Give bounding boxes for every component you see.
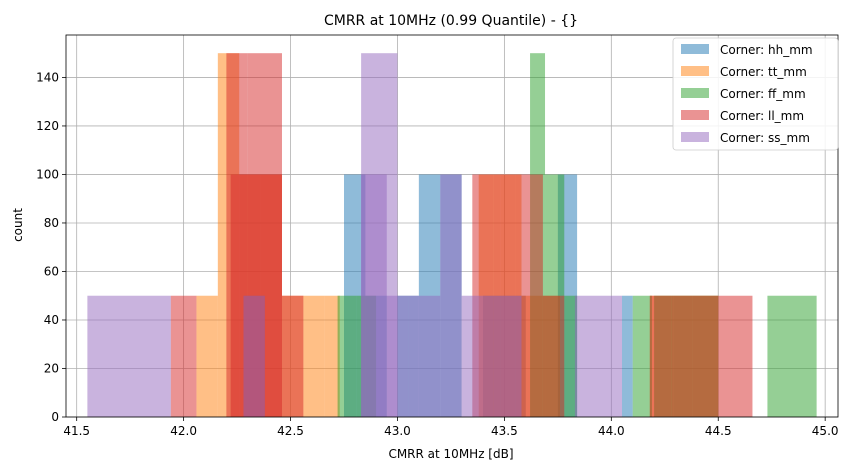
histogram-bar (632, 295, 652, 417)
x-tick-label: 45.0 (812, 424, 839, 438)
histogram-bar (337, 295, 357, 417)
y-tick-label: 100 (36, 167, 59, 181)
histogram-bar (324, 295, 340, 417)
y-tick-label: 80 (44, 216, 59, 230)
histogram-bar (408, 295, 441, 417)
y-tick-label: 140 (36, 70, 59, 84)
chart-title: CMRR at 10MHz (0.99 Quantile) - {} (324, 13, 578, 29)
histogram-bar (718, 295, 753, 417)
legend-label: Corner: hh_mm (720, 43, 813, 57)
x-tick-label: 44.5 (705, 424, 732, 438)
y-axis-label: count (11, 208, 25, 242)
histogram-bar (87, 295, 171, 417)
legend-box (672, 37, 839, 151)
histogram-bar (649, 295, 672, 417)
histogram-bar (564, 295, 578, 417)
legend-entry: Corner: ll_mm (681, 109, 804, 123)
legend-entry: Corner: tt_mm (681, 65, 807, 79)
y-tick-label: 40 (44, 313, 59, 327)
x-tick-label: 42.5 (277, 424, 304, 438)
legend-entry: Corner: ff_mm (681, 87, 806, 101)
histogram-bars (87, 53, 817, 417)
histogram-bar (440, 174, 462, 417)
histogram-bar (196, 295, 218, 417)
histogram-bar (542, 295, 565, 417)
histogram-bar (493, 295, 522, 417)
plot-frame (65, 34, 839, 418)
x-tick-label: 42.0 (170, 424, 197, 438)
histogram-bar (281, 295, 304, 417)
histogram-bar (671, 295, 693, 417)
histogram-bar (692, 295, 719, 417)
histogram-bar (574, 295, 623, 417)
x-axis-ticks: 41.5 42.0 42.5 43.0 43.5 44.0 44.5 45.0 (63, 417, 839, 438)
y-tick-label: 0 (51, 410, 59, 424)
y-tick-label: 20 (44, 361, 59, 375)
legend-swatch (681, 132, 709, 142)
x-tick-label: 43.0 (384, 424, 411, 438)
legend-label: Corner: ff_mm (720, 87, 806, 101)
x-tick-label: 44.0 (598, 424, 625, 438)
x-axis-label: CMRR at 10MHz [dB] (388, 447, 513, 461)
histogram-bar (461, 295, 494, 417)
legend-label: Corner: ll_mm (720, 109, 804, 123)
histogram-bar (386, 295, 409, 417)
histogram-bar (170, 295, 197, 417)
legend-swatch (681, 88, 709, 98)
x-tick-label: 41.5 (63, 424, 90, 438)
legend: Corner: hh_mm Corner: tt_mm Corner: ff_m… (672, 37, 839, 151)
legend-entry: Corner: hh_mm (681, 43, 813, 57)
histogram-bar (622, 295, 633, 417)
legend-label: Corner: ss_mm (720, 131, 810, 145)
legend-label: Corner: tt_mm (720, 65, 807, 79)
y-axis-ticks: 0 20 40 60 80 100 120 140 (36, 70, 66, 424)
legend-entry: Corner: ss_mm (681, 131, 810, 145)
histogram-bar (243, 295, 265, 417)
legend-swatch (681, 110, 709, 120)
legend-swatch (681, 66, 709, 76)
y-tick-label: 60 (44, 264, 59, 278)
y-tick-label: 120 (36, 119, 59, 133)
histogram-bar (767, 295, 817, 417)
histogram-bar (303, 295, 325, 417)
x-tick-label: 43.5 (491, 424, 518, 438)
legend-swatch (681, 44, 709, 54)
